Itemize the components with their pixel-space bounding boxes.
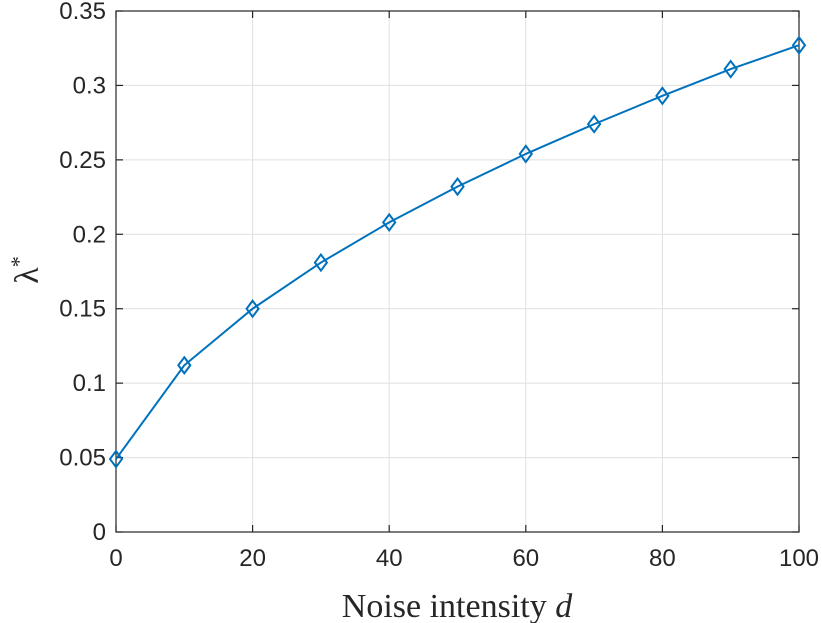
y-tick-label: 0: [93, 519, 106, 546]
y-tick-label: 0.15: [59, 296, 106, 323]
data-point-marker: [723, 59, 738, 79]
x-axis-label: Noise intensity d: [342, 588, 573, 623]
grid-lines: [115, 10, 800, 533]
x-tick-label: 100: [779, 545, 819, 572]
x-tick-label: 40: [376, 545, 403, 572]
data-point-marker: [655, 86, 670, 106]
y-tick-labels: 0 0.05 0.1 0.15 0.2 0.25 0.3 0.35: [59, 0, 106, 546]
x-tick-label: 20: [239, 545, 266, 572]
data-point-marker: [108, 449, 124, 469]
tick-marks: [115, 10, 800, 533]
series-line: [115, 44, 800, 460]
x-tick-label: 80: [649, 545, 676, 572]
data-point-marker: [791, 35, 807, 55]
data-point-marker: [518, 144, 534, 164]
x-tick-label: 60: [512, 545, 539, 572]
y-tick-label: 0.1: [73, 370, 106, 397]
y-tick-label: 0.3: [73, 72, 106, 99]
y-tick-label: 0.05: [59, 445, 106, 472]
series-markers: [108, 35, 807, 469]
data-point-marker: [177, 355, 192, 375]
x-tick-label: 0: [109, 545, 122, 572]
y-tick-label: 0.2: [73, 221, 106, 248]
svg-text:λ*: λ*: [6, 256, 46, 284]
data-point-marker: [450, 176, 465, 197]
y-axis-label: λ*: [6, 256, 46, 284]
data-point-marker: [313, 252, 329, 273]
data-point-marker: [586, 114, 602, 134]
plot-area-frame: [115, 10, 800, 533]
data-point-marker: [245, 299, 260, 319]
y-tick-label: 0.25: [59, 147, 106, 174]
x-tick-labels: 0 20 40 60 80 100: [109, 545, 819, 572]
y-tick-label: 0.35: [59, 0, 106, 25]
data-point-marker: [381, 212, 397, 233]
